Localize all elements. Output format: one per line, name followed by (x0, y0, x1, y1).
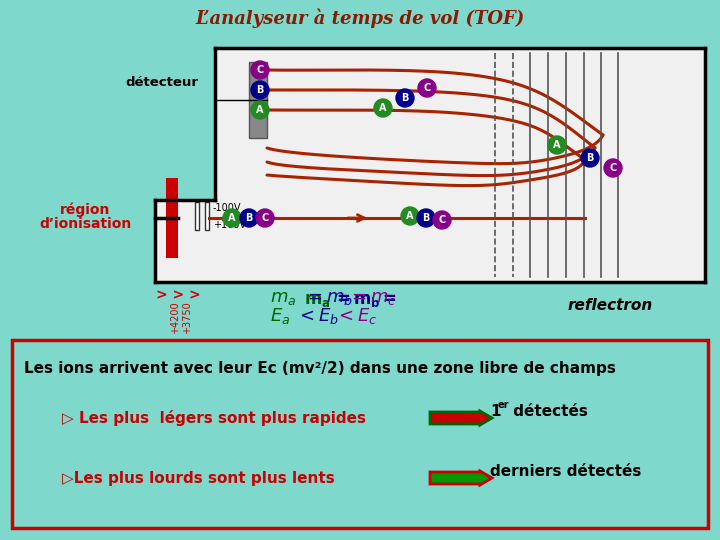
FancyArrow shape (430, 471, 492, 485)
Text: A: A (379, 103, 387, 113)
Bar (166, 178, 178, 258)
Text: C: C (261, 213, 269, 223)
Text: A: A (406, 211, 414, 221)
Circle shape (240, 209, 258, 227)
Bar (215, 48, 705, 200)
Text: C: C (256, 65, 264, 75)
Text: ▷Les plus lourds sont plus lents: ▷Les plus lourds sont plus lents (62, 470, 335, 485)
Text: -100V: -100V (213, 203, 241, 213)
Text: A: A (256, 105, 264, 115)
Text: $= m_c$: $= m_c$ (348, 289, 397, 307)
Circle shape (251, 61, 269, 79)
Bar (12, 340, 708, 528)
Text: région: région (60, 202, 110, 217)
Circle shape (256, 209, 274, 227)
Text: détecteur: détecteur (125, 76, 198, 89)
Text: +4200: +4200 (170, 302, 180, 334)
Circle shape (396, 89, 414, 107)
Text: +3750: +3750 (182, 302, 192, 334)
FancyArrow shape (430, 411, 492, 425)
Text: $< E_b$: $< E_b$ (296, 306, 339, 326)
Circle shape (548, 136, 566, 154)
Text: C: C (609, 163, 616, 173)
Text: A: A (228, 213, 235, 223)
Text: $E_a$: $E_a$ (270, 306, 290, 326)
Text: derniers détectés: derniers détectés (490, 463, 642, 478)
Text: C: C (438, 215, 446, 225)
Text: B: B (401, 93, 409, 103)
Circle shape (223, 209, 241, 227)
Text: +100V: +100V (213, 220, 246, 230)
Bar (155, 200, 705, 282)
Text: B: B (246, 213, 253, 223)
Circle shape (417, 209, 435, 227)
Text: d’ionisation: d’ionisation (39, 217, 131, 231)
Bar (249, 62, 267, 138)
Text: 1: 1 (490, 403, 500, 418)
Text: B: B (256, 85, 264, 95)
Circle shape (251, 81, 269, 99)
Text: > > >: > > > (156, 288, 200, 302)
Text: ▷ Les plus  légers sont plus rapides: ▷ Les plus légers sont plus rapides (62, 410, 366, 426)
Circle shape (433, 211, 451, 229)
Text: C: C (423, 83, 431, 93)
Circle shape (251, 101, 269, 119)
Circle shape (581, 149, 599, 167)
Circle shape (401, 207, 419, 225)
Bar (195, 202, 199, 230)
Circle shape (418, 79, 436, 97)
Text: $< E_c$: $< E_c$ (335, 306, 377, 326)
Text: B: B (586, 153, 594, 163)
Text: $m_a$: $m_a$ (270, 289, 297, 307)
Circle shape (374, 99, 392, 117)
Text: $= m_b$: $= m_b$ (304, 289, 353, 307)
Bar (205, 202, 209, 230)
Text: B: B (423, 213, 430, 223)
Text: er: er (498, 400, 510, 410)
Text: reflectron: reflectron (567, 298, 652, 313)
Text: L’analyseur à temps de vol (TOF): L’analyseur à temps de vol (TOF) (195, 8, 525, 28)
Text: $\mathbf{= m_b =}$: $\mathbf{= m_b =}$ (333, 291, 397, 309)
Text: Les ions arrivent avec leur Ec (mv²/2) dans une zone libre de champs: Les ions arrivent avec leur Ec (mv²/2) d… (24, 361, 616, 375)
Text: détectés: détectés (508, 403, 588, 418)
Circle shape (604, 159, 622, 177)
Text: A: A (553, 140, 561, 150)
Text: $\mathbf{m_a}$: $\mathbf{m_a}$ (304, 291, 330, 309)
